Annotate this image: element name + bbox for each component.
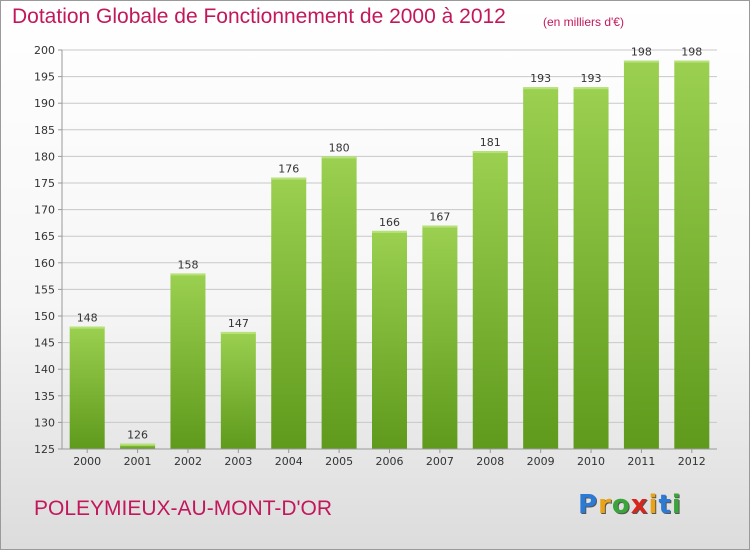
bar-2003 [220, 331, 256, 449]
bars: 148 126 158 147 176 180 166 167 181 193 193 198 198 [69, 46, 710, 450]
logo-letter: x [630, 490, 649, 520]
x-tick-label: 2001 [124, 455, 152, 468]
bar-2009 [523, 87, 559, 450]
y-tick-label: 170 [34, 204, 55, 217]
bar-2010 [573, 87, 609, 450]
bar-value-label: 176 [278, 163, 299, 176]
bar-highlight [220, 331, 256, 334]
y-tick-label: 135 [34, 390, 55, 403]
bar-2002 [170, 273, 206, 449]
commune-name: POLEYMIEUX-AU-MONT-D'OR [34, 497, 333, 520]
bar-value-label: 181 [480, 136, 501, 149]
y-tick-label: 185 [34, 124, 55, 137]
bar-value-label: 193 [581, 72, 602, 85]
x-tick-label: 2002 [174, 455, 202, 468]
bar-2011 [623, 60, 659, 449]
y-tick-label: 195 [34, 71, 55, 84]
bar-2006 [372, 230, 407, 449]
logo-letter: i [671, 490, 682, 520]
chart-unit: (en milliers d'€) [543, 15, 624, 29]
x-tick-label: 2005 [325, 455, 353, 468]
bar-2000 [69, 326, 105, 449]
bar-value-label: 158 [177, 258, 198, 271]
bar-value-label: 126 [127, 429, 148, 442]
y-tick-label: 130 [34, 416, 55, 429]
x-tick-label: 2000 [73, 455, 101, 468]
logo-letter: i [648, 490, 659, 520]
bar-value-label: 148 [77, 312, 98, 325]
bar-highlight [523, 87, 559, 90]
x-axis-ticks: 2000 2001 2002 2003 2004 2005 2006 2007 2008 2009… [73, 449, 706, 468]
x-tick-label: 2009 [527, 455, 555, 468]
y-axis-ticks: 125 130 135 140 145 150 155 160 165 170 175 180 185 1… [34, 44, 62, 456]
bar-highlight [372, 230, 407, 233]
y-tick-label: 165 [34, 230, 55, 243]
bar-highlight [623, 60, 659, 63]
bar-2007 [422, 225, 458, 449]
bar-value-label: 198 [631, 46, 652, 59]
bar-2001 [120, 443, 156, 449]
bar-highlight [69, 326, 105, 329]
bar-highlight [472, 151, 508, 154]
y-tick-label: 175 [34, 177, 55, 190]
bar-highlight [422, 225, 458, 228]
x-tick-label: 2003 [224, 455, 252, 468]
logo-letter: o [611, 490, 631, 520]
bar-value-label: 147 [228, 317, 249, 330]
bar-highlight [120, 443, 156, 446]
logo-letter: r [598, 490, 612, 520]
x-tick-label: 2012 [678, 455, 706, 468]
bar-highlight [674, 60, 710, 63]
bar-highlight [573, 87, 609, 90]
bar-highlight [271, 177, 307, 180]
bar-highlight [170, 273, 206, 276]
bar-value-label: 180 [329, 141, 350, 154]
bar-2012 [674, 60, 710, 449]
y-tick-label: 155 [34, 283, 55, 296]
y-tick-label: 145 [34, 337, 55, 350]
logo-letter: t [658, 490, 672, 520]
chart-title: Dotation Globale de Fonctionnement de 20… [12, 5, 506, 28]
bar-2004 [271, 177, 307, 449]
logo-letter: P [578, 490, 599, 520]
y-tick-label: 190 [34, 97, 55, 110]
bar-value-label: 167 [429, 211, 450, 224]
y-tick-label: 180 [34, 150, 55, 163]
x-tick-label: 2004 [275, 455, 303, 468]
y-tick-label: 150 [34, 310, 55, 323]
bar-value-label: 198 [681, 46, 702, 59]
bar-highlight [321, 156, 357, 159]
x-tick-label: 2006 [376, 455, 404, 468]
bar-value-label: 166 [379, 216, 400, 229]
x-tick-label: 2007 [426, 455, 454, 468]
bar-2008 [472, 151, 508, 449]
y-tick-label: 200 [34, 44, 55, 57]
proxiti-logo: Proxiti [578, 490, 682, 520]
y-tick-label: 140 [34, 363, 55, 376]
x-tick-label: 2011 [627, 455, 655, 468]
bar-2005 [321, 156, 357, 449]
y-tick-label: 160 [34, 257, 55, 270]
y-tick-label: 125 [34, 443, 55, 456]
x-tick-label: 2008 [476, 455, 504, 468]
x-tick-label: 2010 [577, 455, 605, 468]
bar-value-label: 193 [530, 72, 551, 85]
